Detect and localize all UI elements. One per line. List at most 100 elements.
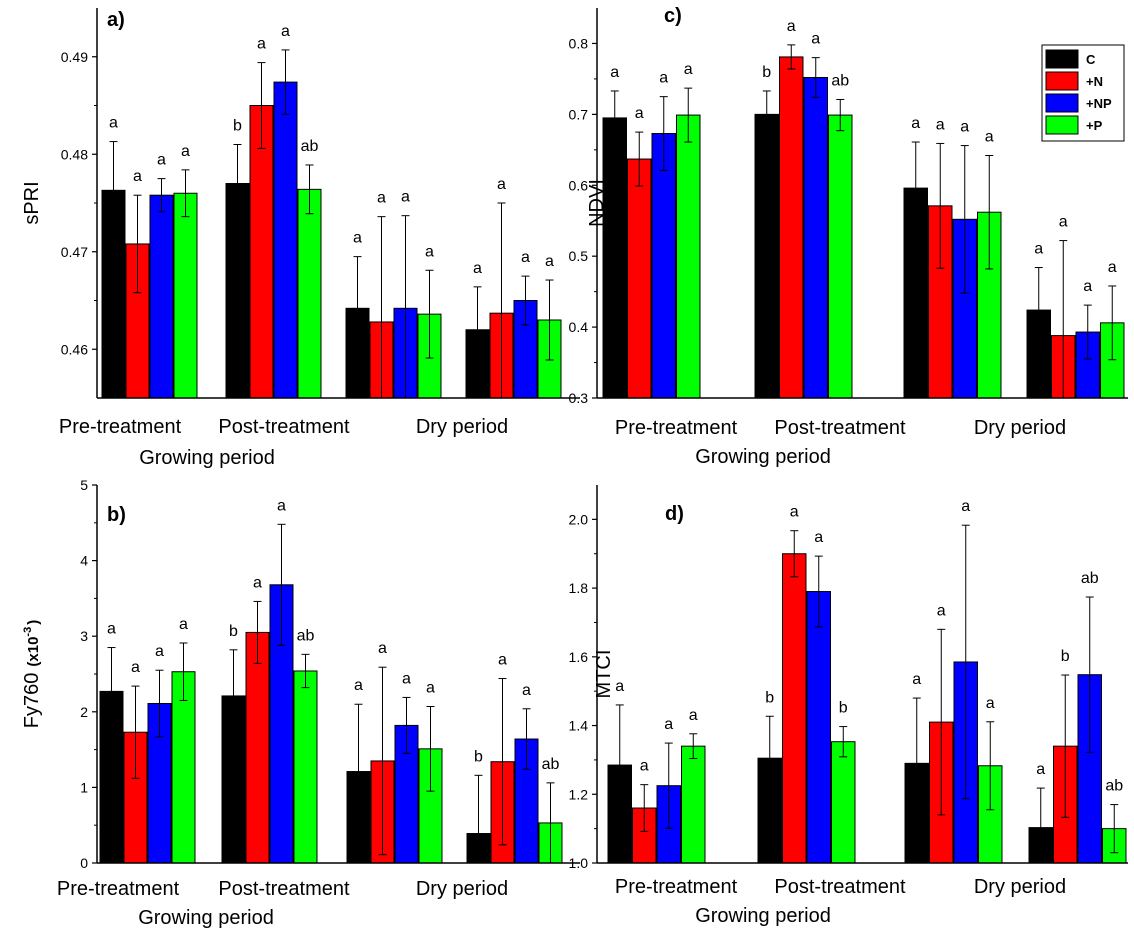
y-tick-label: 0.46 bbox=[61, 341, 88, 357]
bar bbox=[681, 745, 706, 864]
significance-letter: ab bbox=[1105, 778, 1123, 795]
x-category-label: Pre-treatment bbox=[59, 416, 182, 438]
legend-swatch bbox=[1045, 115, 1079, 135]
significance-letter: a bbox=[961, 498, 970, 515]
bar bbox=[803, 76, 828, 399]
y-tick-label: 1.8 bbox=[569, 580, 589, 596]
y-axis-title: MTCI bbox=[593, 650, 615, 699]
y-tick-label: 0.48 bbox=[61, 146, 88, 162]
significance-letter: ab bbox=[301, 138, 319, 155]
bar bbox=[754, 113, 779, 399]
panel-label: a) bbox=[107, 9, 125, 31]
significance-letter: a bbox=[911, 115, 920, 132]
x-category-label: Post-treatment bbox=[774, 876, 906, 898]
significance-letter: a bbox=[689, 707, 698, 724]
x-axis-title: Growing period bbox=[695, 446, 831, 468]
bar bbox=[297, 188, 322, 399]
significance-letter: a bbox=[659, 70, 668, 87]
significance-letter: b bbox=[229, 623, 238, 640]
x-axis-title: Growing period bbox=[695, 905, 831, 927]
y-axis-unit: (x10 bbox=[25, 637, 42, 667]
significance-letter: b bbox=[765, 689, 774, 706]
x-category-label: Dry period bbox=[974, 417, 1066, 439]
significance-letter: a bbox=[425, 243, 434, 260]
significance-letter: a bbox=[281, 23, 290, 40]
significance-letter: a bbox=[1108, 259, 1117, 276]
bar bbox=[293, 670, 318, 864]
x-category-label: Pre-treatment bbox=[615, 417, 738, 439]
bar bbox=[173, 192, 198, 399]
y-tick-label: 0.49 bbox=[61, 49, 88, 65]
bar bbox=[249, 105, 274, 399]
significance-letter: a bbox=[353, 230, 362, 247]
significance-letter: a bbox=[814, 529, 823, 546]
y-axis-title-text: Fy760 bbox=[21, 673, 43, 729]
x-category-label: Pre-treatment bbox=[615, 876, 738, 898]
bar bbox=[779, 56, 804, 399]
significance-letter: b bbox=[839, 700, 848, 717]
significance-letter: a bbox=[179, 616, 188, 633]
significance-letter: b bbox=[1061, 648, 1070, 665]
bar bbox=[831, 741, 856, 864]
y-tick-label: 4 bbox=[80, 553, 88, 569]
significance-letter: a bbox=[498, 652, 507, 669]
significance-letter: a bbox=[378, 640, 387, 657]
x-category-label: Pre-treatment bbox=[57, 878, 180, 900]
significance-letter: a bbox=[497, 176, 506, 193]
significance-letter: a bbox=[522, 682, 531, 699]
significance-letter: a bbox=[635, 105, 644, 122]
y-tick-label: 0.7 bbox=[569, 106, 589, 122]
significance-letter: a bbox=[615, 678, 624, 695]
legend-swatch bbox=[1045, 93, 1079, 113]
significance-letter: a bbox=[936, 116, 945, 133]
x-category-label: Post-treatment bbox=[218, 416, 350, 438]
y-axis-title-text: sPRI bbox=[21, 181, 43, 224]
y-tick-label: 1.0 bbox=[569, 855, 589, 871]
x-category-label: Dry period bbox=[416, 878, 508, 900]
significance-letter: a bbox=[610, 64, 619, 81]
significance-letter: a bbox=[473, 260, 482, 277]
significance-letter: a bbox=[790, 504, 799, 521]
y-axis-title-text: MTCI bbox=[593, 650, 615, 699]
y-tick-label: 1 bbox=[80, 779, 88, 795]
x-category-label: Dry period bbox=[416, 416, 508, 438]
y-tick-label: 3 bbox=[80, 628, 88, 644]
legend-label: +N bbox=[1086, 74, 1103, 89]
significance-letter: a bbox=[1083, 278, 1092, 295]
significance-letter: a bbox=[664, 716, 673, 733]
significance-letter: a bbox=[1036, 761, 1045, 778]
y-tick-label: 2.0 bbox=[569, 511, 589, 527]
y-axis-unit-close: ) bbox=[25, 620, 42, 625]
bar bbox=[245, 631, 270, 864]
significance-letter: b bbox=[762, 64, 771, 81]
y-tick-label: 0 bbox=[80, 855, 88, 871]
significance-letter: a bbox=[354, 677, 363, 694]
y-tick-label: 5 bbox=[80, 477, 88, 493]
significance-letter: a bbox=[181, 143, 190, 160]
significance-letter: a bbox=[521, 249, 530, 266]
bar bbox=[676, 114, 701, 399]
significance-letter: a bbox=[1034, 241, 1043, 258]
y-tick-label: 2 bbox=[80, 704, 88, 720]
x-category-label: Dry period bbox=[974, 876, 1066, 898]
bar bbox=[627, 158, 652, 399]
y-tick-label: 0.4 bbox=[569, 319, 589, 335]
significance-letter: a bbox=[640, 758, 649, 775]
y-tick-label: 1.6 bbox=[569, 649, 589, 665]
significance-letter: a bbox=[107, 621, 116, 638]
significance-letter: a bbox=[1059, 214, 1068, 231]
significance-letter: a bbox=[787, 18, 796, 35]
significance-letter: a bbox=[277, 497, 286, 514]
legend-label: C bbox=[1086, 52, 1096, 67]
y-tick-label: 0.47 bbox=[61, 244, 88, 260]
x-category-label: Post-treatment bbox=[218, 878, 350, 900]
significance-letter: a bbox=[811, 31, 820, 48]
y-tick-label: 1.2 bbox=[569, 786, 589, 802]
significance-letter: a bbox=[402, 670, 411, 687]
y-axis-title: NDVI bbox=[586, 179, 608, 227]
y-tick-label: 1.4 bbox=[569, 718, 589, 734]
y-axis-title: sPRI bbox=[21, 181, 43, 224]
